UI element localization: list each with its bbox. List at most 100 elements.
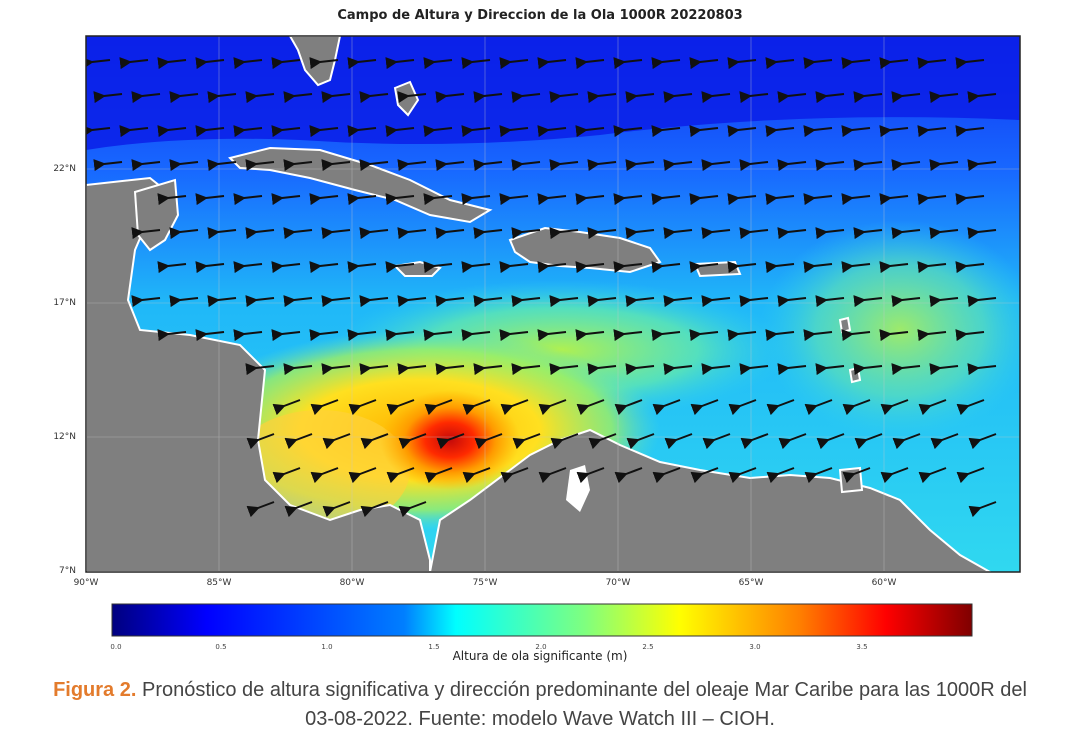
wave-arrow (626, 433, 655, 450)
wave-arrow (473, 91, 503, 104)
figure-label: Figura 2. (53, 679, 137, 701)
wave-arrow (842, 467, 871, 484)
wave-arrow (157, 261, 187, 274)
wave-arrow (385, 57, 415, 70)
wave-arrow (891, 363, 921, 376)
wave-arrow (880, 399, 909, 416)
wave-arrow (652, 399, 681, 416)
wave-arrow (283, 295, 313, 308)
wave-arrow (701, 91, 731, 104)
wave-arrow (549, 227, 579, 240)
wave-arrow (347, 125, 377, 138)
colorbar (111, 603, 973, 637)
wave-arrow (804, 467, 833, 484)
wave-arrow (321, 363, 351, 376)
wave-arrow (423, 57, 453, 70)
lon-tick-65w: 65°W (738, 578, 764, 588)
wave-arrow (701, 159, 731, 172)
wave-arrow (587, 295, 617, 308)
wave-arrow (880, 467, 909, 484)
wave-arrow (271, 193, 301, 206)
wave-arrow (778, 433, 807, 450)
wave-arrow (462, 467, 491, 484)
colorbar-tick-2-0: 2.0 (535, 643, 547, 651)
wave-arrow (651, 261, 681, 274)
wave-arrow (131, 91, 161, 104)
wave-arrow (917, 329, 947, 342)
wave-arrow (511, 295, 541, 308)
wave-arrow (119, 57, 149, 70)
wave-arrow (739, 227, 769, 240)
wave-arrow (321, 91, 351, 104)
colorbar-tick-2-5: 2.5 (642, 643, 654, 651)
wave-arrow (309, 329, 339, 342)
wave-arrow (511, 363, 541, 376)
wave-arrow (474, 433, 503, 450)
wave-arrow (207, 295, 237, 308)
wave-arrow (386, 467, 415, 484)
wave-arrow (397, 159, 427, 172)
wave-arrow (575, 57, 605, 70)
wave-arrow (385, 261, 415, 274)
wave-arrow (613, 261, 643, 274)
wave-arrow (765, 125, 795, 138)
wave-arrow (929, 363, 959, 376)
colorbar-tick-0-0: 0.0 (110, 643, 122, 651)
wave-arrow (360, 433, 389, 450)
wave-arrow (461, 329, 491, 342)
green-zone-east (760, 220, 1020, 440)
wave-arrow (157, 125, 187, 138)
wave-arrow (929, 159, 959, 172)
wave-arrow (359, 295, 389, 308)
wave-arrow (625, 91, 655, 104)
wave-arrow (462, 399, 491, 416)
wave-arrow (321, 227, 351, 240)
wave-arrow (549, 363, 579, 376)
wave-arrow (917, 125, 947, 138)
wave-arrow (537, 193, 567, 206)
map-panel (86, 36, 1020, 572)
wave-arrow (930, 433, 959, 450)
wave-arrow (728, 399, 757, 416)
colorbar-label: Altura de ola significante (m) (452, 649, 628, 663)
wave-arrow (347, 329, 377, 342)
wave-arrow (131, 295, 161, 308)
wave-arrow (271, 57, 301, 70)
wave-arrow (283, 91, 313, 104)
wave-arrow (777, 295, 807, 308)
wave-arrow (549, 295, 579, 308)
wave-arrow (739, 363, 769, 376)
wave-arrow (398, 433, 427, 450)
wave-arrow (284, 501, 313, 518)
wave-arrow (271, 329, 301, 342)
wave-arrow (701, 227, 731, 240)
wave-arrow (853, 159, 883, 172)
wave-arrow (576, 399, 605, 416)
wave-arrow (537, 329, 567, 342)
wave-arrow (310, 467, 339, 484)
wave-arrow (689, 193, 719, 206)
wave-arrow (842, 399, 871, 416)
lesser-antilles-1 (838, 316, 852, 334)
wave-arrow (614, 399, 643, 416)
wave-arrow (157, 193, 187, 206)
wave-arrow (879, 57, 909, 70)
colorbar-tick-1-5: 1.5 (428, 643, 440, 651)
wave-arrow (879, 261, 909, 274)
wave-arrow (473, 295, 503, 308)
wave-arrow (765, 193, 795, 206)
wave-arrow (727, 125, 757, 138)
wave-arrow (511, 227, 541, 240)
wave-arrow (347, 261, 377, 274)
wave-arrow (803, 261, 833, 274)
wave-arrow (499, 125, 529, 138)
wave-arrow (815, 91, 845, 104)
wave-arrow (651, 193, 681, 206)
wave-arrow (652, 467, 681, 484)
wave-arrow (955, 125, 985, 138)
wave-arrow (284, 433, 313, 450)
wave-arrow (803, 125, 833, 138)
wave-arrow (625, 363, 655, 376)
wave-arrow (131, 159, 161, 172)
map-title: Campo de Altura y Direccion de la Ola 10… (337, 8, 743, 23)
